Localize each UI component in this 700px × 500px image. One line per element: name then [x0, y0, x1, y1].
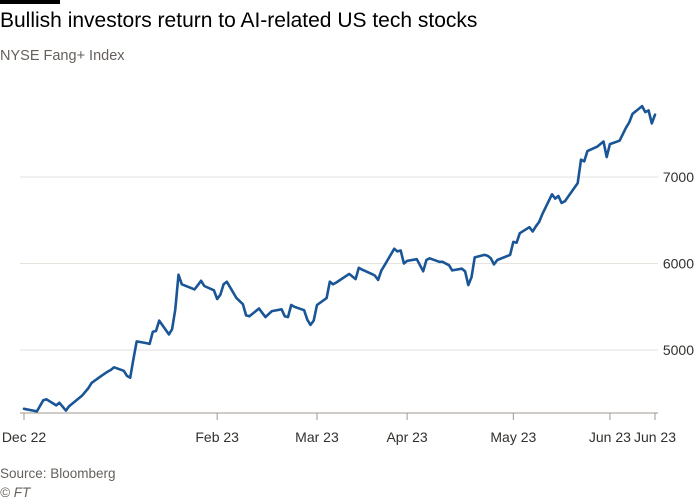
chart-subtitle: NYSE Fang+ Index [0, 48, 125, 64]
series-line [22, 104, 657, 413]
chart-title: Bullish investors return to AI-related U… [0, 9, 478, 32]
ft-top-rule [0, 0, 60, 4]
x-tick-label: May 23 [490, 429, 536, 445]
y-tick-label: 5000 [663, 342, 694, 358]
x-tick-label: Jun 23 [589, 429, 631, 445]
x-tick-label: Feb 23 [195, 429, 239, 445]
y-tick-label: 6000 [663, 256, 694, 272]
y-tick-label: 7000 [663, 169, 694, 185]
x-tick-label: Mar 23 [295, 429, 339, 445]
x-tick-label: Dec 22 [2, 429, 47, 445]
copyright-note: © FT [0, 485, 31, 500]
x-tick-label: Jun 23 [634, 429, 676, 445]
source-note: Source: Bloomberg [0, 466, 116, 481]
x-tick-label: Apr 23 [386, 429, 427, 445]
